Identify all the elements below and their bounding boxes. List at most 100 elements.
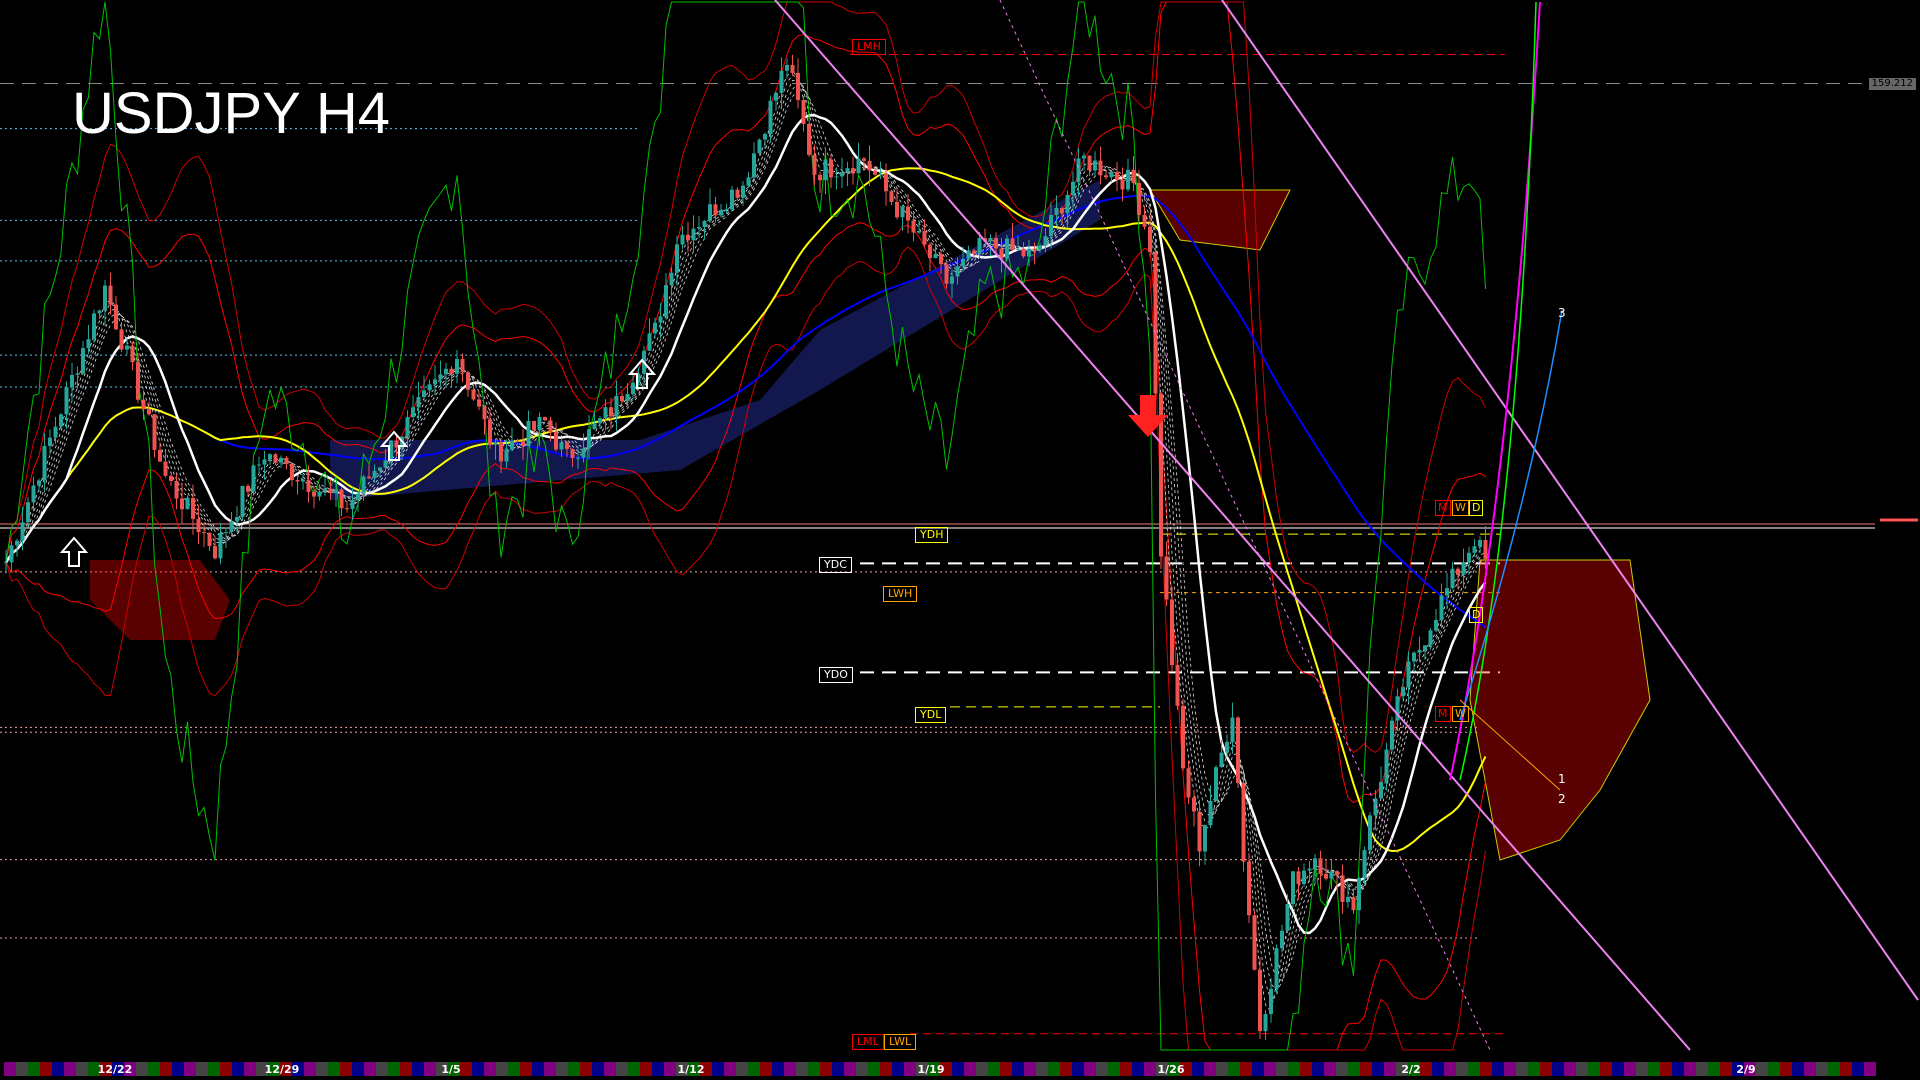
x-tick-label: 2/9 — [1736, 1063, 1756, 1076]
sell-arrow-icon — [1128, 395, 1168, 437]
level-label-lmh: LMH — [852, 39, 886, 55]
candle-body — [471, 389, 476, 400]
candle-body — [856, 158, 861, 174]
timeline-segment — [1780, 1062, 1792, 1076]
candle-body — [31, 485, 36, 503]
candle-body — [708, 204, 712, 221]
candle-body — [213, 546, 217, 559]
candle-body — [97, 310, 102, 314]
candle-body — [631, 382, 635, 395]
candle-body — [273, 454, 278, 463]
timeline-segment — [1432, 1062, 1444, 1076]
timeline-segment — [748, 1062, 760, 1076]
timeline-segment — [1696, 1062, 1708, 1076]
timeline-segment — [148, 1062, 160, 1076]
level-label-ydc: YDC — [819, 557, 852, 573]
candle-body — [1269, 988, 1273, 1015]
timeline-segment — [652, 1062, 664, 1076]
timeline-segment — [1480, 1062, 1492, 1076]
candle-body — [1450, 568, 1455, 589]
candle-body — [862, 158, 866, 161]
timeline-segment — [1072, 1062, 1084, 1076]
candle-body — [499, 442, 503, 462]
x-tick-label: 1/5 — [441, 1063, 461, 1076]
candle-body — [1214, 767, 1218, 801]
candle-body — [609, 407, 613, 417]
candle-body — [1021, 248, 1026, 257]
level-label-ydo: YDO — [819, 667, 853, 683]
timeline-segment — [520, 1062, 532, 1076]
timeline-segment — [1804, 1062, 1816, 1076]
candle-body — [152, 414, 157, 450]
candle-body — [768, 100, 773, 134]
candle-body — [1082, 155, 1086, 159]
projection-line — [1459, 699, 1561, 791]
candle-body — [284, 457, 289, 464]
timeline-segment — [244, 1062, 256, 1076]
x-tick-label: 1/26 — [1157, 1063, 1185, 1076]
candle-body — [433, 379, 437, 385]
candle-body — [1263, 1014, 1268, 1032]
timeline-segment — [76, 1062, 88, 1076]
candle-body — [955, 266, 960, 277]
timeline-segment — [1300, 1062, 1312, 1076]
candle-body — [196, 518, 201, 533]
candle-body — [163, 461, 168, 476]
candle-body — [1412, 652, 1416, 662]
timeline-segment — [508, 1062, 520, 1076]
candle-body — [724, 209, 729, 211]
timeline-segment — [124, 1062, 136, 1076]
candle-body — [829, 159, 833, 178]
timeline-segment — [640, 1062, 652, 1076]
timeline-segment — [256, 1062, 268, 1076]
candle-body — [9, 545, 14, 563]
timeline-segment — [1636, 1062, 1648, 1076]
candle-body — [675, 244, 679, 273]
timeline-segment — [1816, 1062, 1828, 1076]
timeline-segment — [1036, 1062, 1048, 1076]
timeline-segment — [1288, 1062, 1300, 1076]
candle-body — [999, 248, 1004, 259]
projection-line — [1459, 309, 1563, 721]
candle-body — [1340, 875, 1345, 903]
candle-body — [81, 348, 85, 374]
timeline-segment — [544, 1062, 556, 1076]
timeline-segment — [1444, 1062, 1456, 1076]
candle-body — [1456, 568, 1460, 575]
candle-body — [378, 467, 382, 471]
timeline-segment — [1408, 1062, 1420, 1076]
timeline-segment — [1684, 1062, 1696, 1076]
timeline-segment — [16, 1062, 28, 1076]
candle-body — [361, 476, 366, 494]
candle-body — [1467, 552, 1471, 563]
ma-mid-line — [5, 167, 1487, 853]
candle-body — [1208, 800, 1213, 826]
candle-body — [1131, 169, 1136, 184]
x-tick-label: 12/22 — [97, 1063, 133, 1076]
timeline-segment — [1084, 1062, 1096, 1076]
buy-arrow-icon — [59, 536, 89, 567]
candle-body — [317, 491, 322, 497]
candle-body — [1126, 169, 1130, 190]
timeline-segment — [1276, 1062, 1288, 1076]
candle-body — [994, 237, 998, 249]
timeline-segment — [196, 1062, 208, 1076]
candle-body — [801, 100, 806, 124]
candle-body — [493, 442, 498, 445]
timeline-segment — [688, 1062, 700, 1076]
timeline-segment — [736, 1062, 748, 1076]
candle-body — [1296, 871, 1301, 885]
timeline-segment — [1756, 1062, 1768, 1076]
candle-body — [917, 230, 921, 233]
candle-body — [1076, 158, 1081, 182]
timeline-segment — [904, 1062, 916, 1076]
timeline-segment — [1864, 1062, 1876, 1076]
candle-body — [229, 521, 234, 533]
candle-body — [1313, 858, 1317, 869]
candle-body — [1417, 649, 1422, 653]
candle-body — [598, 418, 602, 424]
candle-body — [851, 168, 855, 174]
timeline-segment — [1708, 1062, 1720, 1076]
candle-body — [559, 442, 564, 450]
